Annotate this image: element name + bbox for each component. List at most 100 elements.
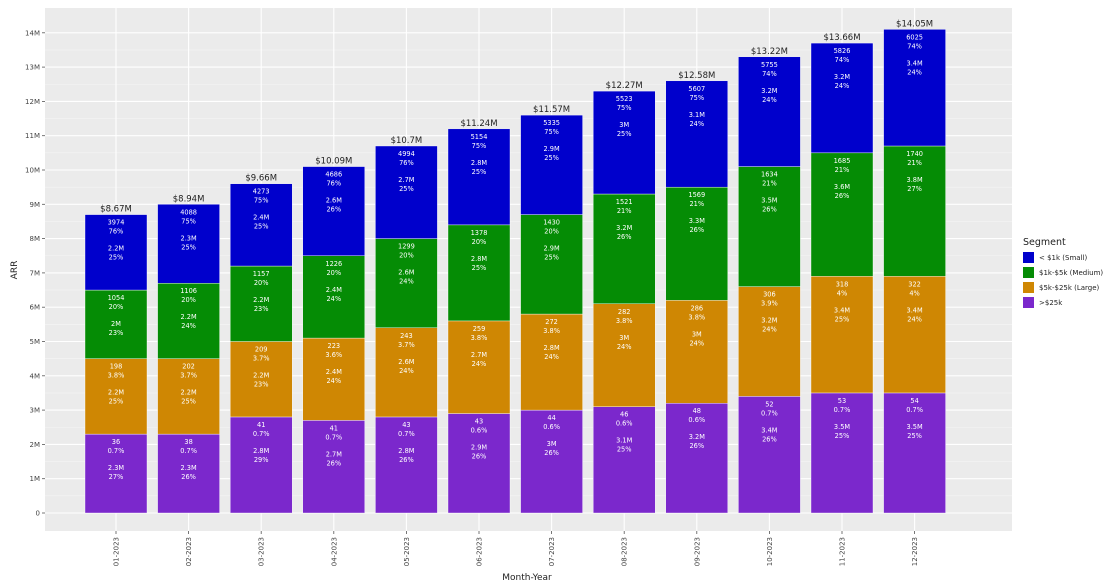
- segment-label: 3.7%: [253, 355, 270, 363]
- segment-label: 5826: [834, 47, 851, 55]
- segment-label: 322: [908, 280, 921, 288]
- segment-label: 23%: [254, 305, 269, 313]
- bar-segment: [157, 433, 220, 514]
- segment-label: 26%: [762, 206, 777, 214]
- legend-swatch: [1023, 267, 1034, 278]
- segment-label: 24%: [907, 315, 922, 323]
- segment-label: 76%: [109, 228, 124, 236]
- segment-label: 2.9M: [544, 145, 560, 153]
- bar-segment: [302, 420, 365, 514]
- segment-label: 1569: [688, 191, 705, 199]
- segment-label: 25%: [544, 254, 559, 262]
- bar-segment: [883, 29, 946, 147]
- y-tick-label: 5M: [30, 338, 41, 346]
- segment-label: 4088: [180, 208, 197, 216]
- segment-label: 2M: [111, 320, 121, 328]
- segment-label: 76%: [399, 159, 414, 167]
- segment-label: 2.9M: [544, 245, 560, 253]
- segment-label: 3.2M: [761, 317, 777, 325]
- segment-label: 25%: [181, 243, 196, 251]
- segment-label: 2.8M: [471, 159, 487, 167]
- segment-label: 26%: [689, 442, 704, 450]
- segment-label: 26%: [617, 233, 632, 241]
- bar-segment: [810, 42, 874, 154]
- bar-segment: [375, 238, 438, 328]
- segment-label: 243: [400, 332, 413, 340]
- segment-label: 25%: [109, 398, 124, 406]
- bar-segment: [84, 358, 148, 435]
- segment-label: 2.2M: [108, 245, 124, 253]
- axes: 0 1M 2M 3M 4M 5M 6M 7M 8M 9M 10M 11M 12M 13M 14M 01-202…: [25, 29, 919, 566]
- segment-label: 3.2M: [616, 224, 632, 232]
- segment-label: 3M: [547, 440, 557, 448]
- segment-label: 1740: [906, 150, 923, 158]
- x-tick-label: 06-2023: [476, 537, 484, 566]
- segment-label: 1157: [253, 270, 270, 278]
- segment-label: 4%: [909, 289, 919, 297]
- legend-entry-label: $5k-$25k (Large): [1039, 284, 1100, 292]
- segment-label: 4686: [325, 171, 342, 179]
- segment-label: 27%: [907, 185, 922, 193]
- bar-total-label: $9.66M: [245, 174, 277, 184]
- segment-label: 2.7M: [471, 351, 487, 359]
- segment-label: 25%: [544, 154, 559, 162]
- segment-label: 21%: [907, 159, 922, 167]
- segment-label: 25%: [617, 130, 632, 138]
- bar-total-label: $10.7M: [391, 136, 423, 146]
- segment-label: 1378: [471, 229, 488, 237]
- x-tick-label: 11-2023: [839, 537, 847, 566]
- segment-label: 74%: [762, 70, 777, 78]
- segment-label: 26%: [472, 453, 487, 461]
- segment-label: 1521: [616, 198, 633, 206]
- segment-label: 24%: [181, 322, 196, 330]
- segment-label: 75%: [617, 104, 632, 112]
- bar-total-label: $10.09M: [315, 157, 352, 167]
- segment-label: 44: [547, 414, 555, 422]
- bar-segment: [84, 289, 148, 359]
- segment-label: 24%: [326, 377, 341, 385]
- segment-label: 5154: [471, 133, 488, 141]
- bar-segment: [738, 166, 801, 287]
- segment-label: 3.2M: [761, 87, 777, 95]
- legend-entry-label: >$25k: [1039, 299, 1063, 307]
- segment-label: 53: [838, 397, 846, 405]
- x-tick-label: 02-2023: [185, 537, 193, 566]
- bar-segment: [302, 255, 365, 339]
- bar-segment: [810, 276, 874, 394]
- segment-label: 21%: [617, 207, 632, 215]
- segment-label: 2.4M: [253, 214, 269, 222]
- segment-label: 20%: [326, 269, 341, 277]
- segment-label: 25%: [617, 446, 632, 454]
- segment-label: 24%: [907, 68, 922, 76]
- y-tick-label: 9M: [30, 201, 41, 209]
- y-tick-label: 1M: [30, 475, 41, 483]
- y-tick-label: 14M: [25, 29, 40, 37]
- segment-label: 2.7M: [398, 176, 414, 184]
- bar-segment: [810, 152, 874, 277]
- legend: Segment < $1k (Small) $1k-$5k (Medium) $5k…: [1023, 237, 1103, 308]
- bar-segment: [520, 409, 583, 514]
- bar-segment: [883, 276, 946, 394]
- segment-label: 5607: [688, 85, 705, 93]
- segment-label: 3M: [692, 330, 702, 338]
- bar-segment: [447, 413, 511, 514]
- segment-label: 2.3M: [108, 464, 124, 472]
- bar-total-label: $13.66M: [823, 33, 860, 43]
- segment-label: 54: [910, 397, 918, 405]
- bar-labels: 360.7%2.3M27%1983.8%2.2M25%105420%2M23%3…: [100, 19, 933, 481]
- bar-segment: [665, 300, 728, 404]
- bar-segment: [157, 204, 220, 284]
- bar-segment: [520, 214, 583, 315]
- segment-label: 25%: [472, 264, 487, 272]
- bar-segment: [520, 313, 583, 411]
- segment-label: 3.8M: [907, 176, 923, 184]
- bar-segment: [157, 282, 220, 359]
- bar-segment: [302, 166, 365, 256]
- segment-label: 1634: [761, 171, 778, 179]
- y-tick-label: 10M: [25, 167, 40, 175]
- bar-segment: [84, 433, 148, 514]
- segment-label: 259: [473, 325, 486, 333]
- bar-segment: [229, 341, 293, 418]
- segment-label: 26%: [544, 449, 559, 457]
- segment-label: 2.8M: [471, 255, 487, 263]
